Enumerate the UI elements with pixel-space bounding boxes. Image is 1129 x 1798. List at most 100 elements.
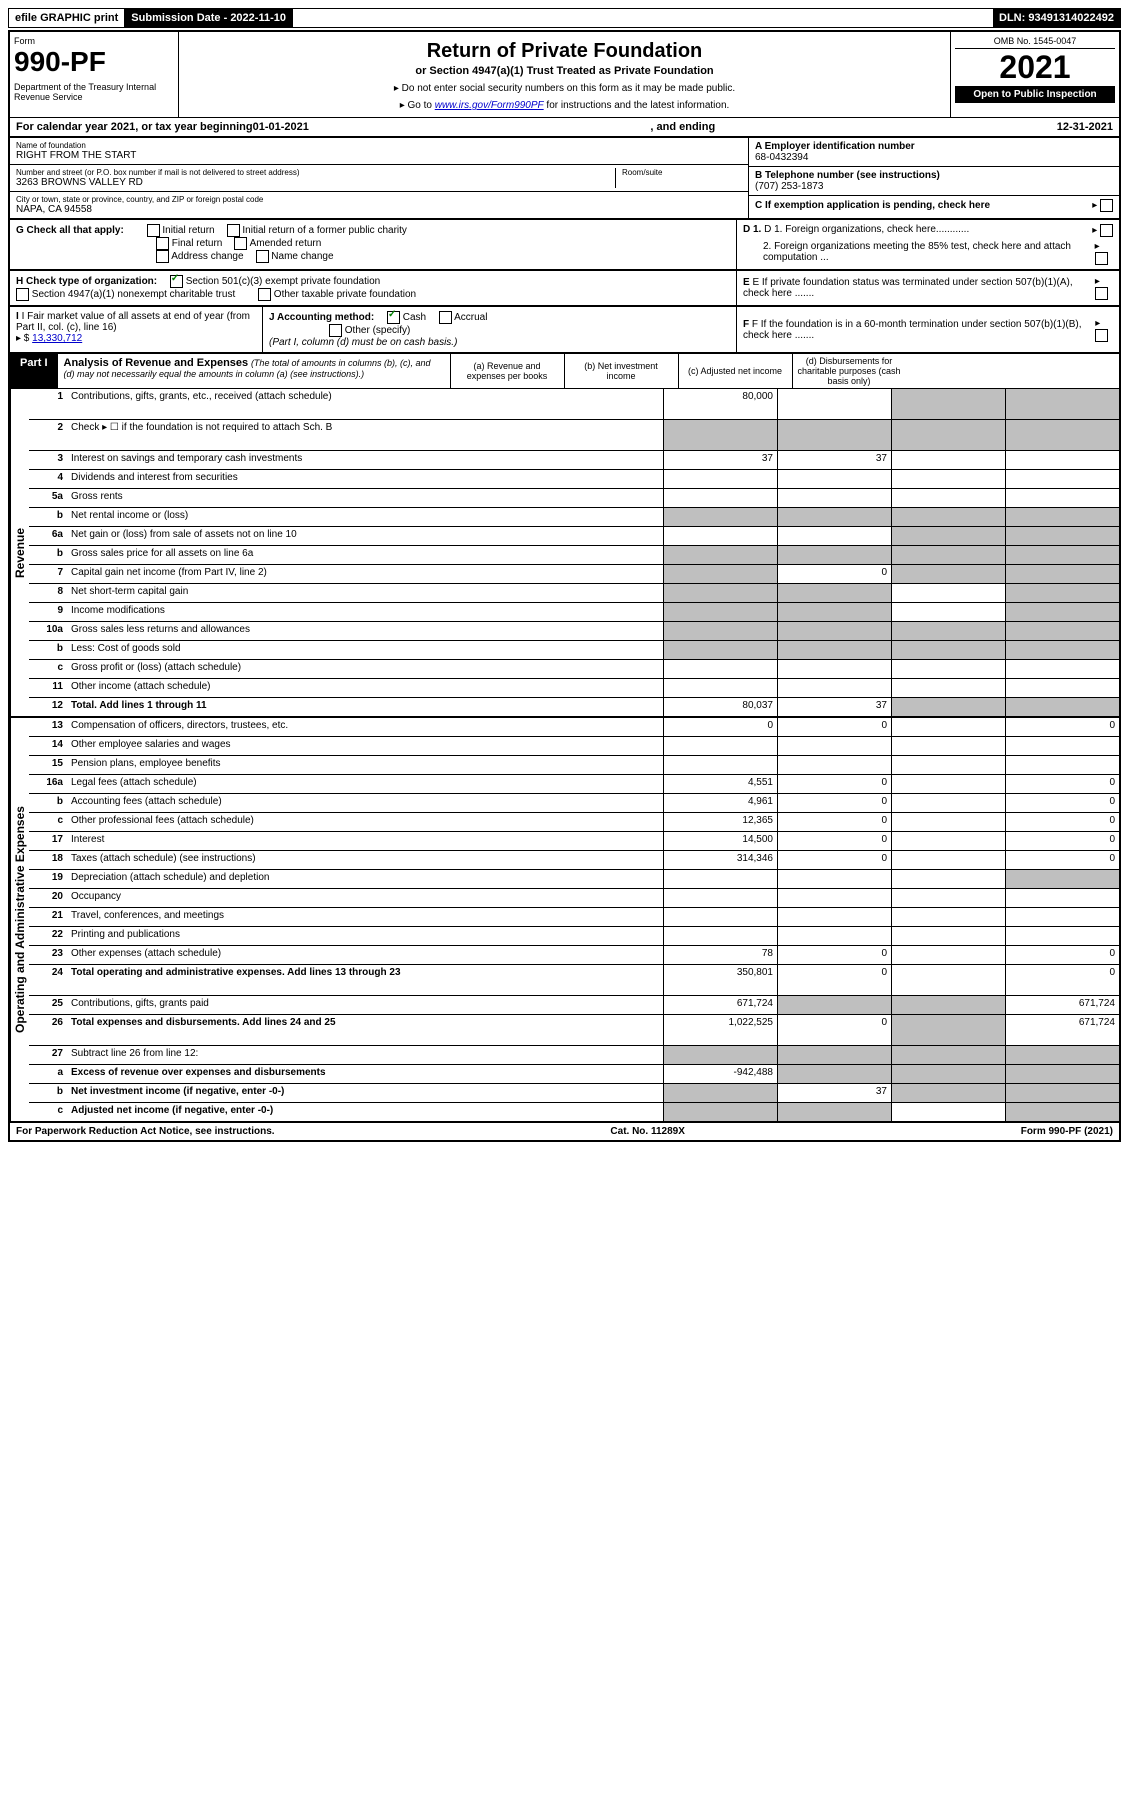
efile-label[interactable]: efile GRAPHIC print <box>9 9 125 27</box>
line-desc: Travel, conferences, and meetings <box>67 908 663 926</box>
col-a <box>663 889 777 907</box>
instr-2: ▸ Go to www.irs.gov/Form990PF for instru… <box>185 100 944 111</box>
line-num: 25 <box>29 996 67 1014</box>
col-c <box>891 889 1005 907</box>
col-d <box>1005 389 1119 419</box>
col-d <box>1005 908 1119 926</box>
col-d <box>1005 698 1119 716</box>
line-16c: cOther professional fees (attach schedul… <box>29 813 1119 832</box>
g-name-change[interactable] <box>256 250 269 263</box>
expenses-label: Operating and Administrative Expenses <box>10 718 29 1121</box>
col-c <box>891 775 1005 793</box>
g-amended-return[interactable] <box>234 237 247 250</box>
line-desc: Adjusted net income (if negative, enter … <box>67 1103 663 1121</box>
j-other-checkbox[interactable] <box>329 324 342 337</box>
col-b <box>777 908 891 926</box>
fmv-value[interactable]: 13,330,712 <box>32 333 82 344</box>
col-c <box>891 527 1005 545</box>
line-desc: Net rental income or (loss) <box>67 508 663 526</box>
line-num: b <box>29 508 67 526</box>
line-desc: Interest on savings and temporary cash i… <box>67 451 663 469</box>
col-c <box>891 603 1005 621</box>
col-b: 0 <box>777 832 891 850</box>
col-d <box>1005 451 1119 469</box>
col-b: 0 <box>777 775 891 793</box>
top-bar: efile GRAPHIC print Submission Date - 20… <box>8 8 1121 28</box>
form-title: Return of Private Foundation <box>185 40 944 63</box>
g-d-section: G Check all that apply: Initial return I… <box>8 218 1121 269</box>
j-cash-checkbox[interactable] <box>387 311 400 324</box>
line-num: 26 <box>29 1015 67 1045</box>
e-checkbox[interactable] <box>1095 287 1108 300</box>
city-cell: City or town, state or province, country… <box>10 192 748 218</box>
col-c <box>891 813 1005 831</box>
col-d <box>1005 565 1119 583</box>
f-checkbox[interactable] <box>1095 329 1108 342</box>
col-d <box>1005 1065 1119 1083</box>
h-501c3-checkbox[interactable] <box>170 275 183 288</box>
line-num: 14 <box>29 737 67 755</box>
dln: DLN: 93491314022492 <box>993 9 1120 27</box>
line-desc: Taxes (attach schedule) (see instruction… <box>67 851 663 869</box>
line-14: 14Other employee salaries and wages <box>29 737 1119 756</box>
col-c <box>891 489 1005 507</box>
col-d <box>1005 756 1119 774</box>
g-initial-return[interactable] <box>147 224 160 237</box>
line-23: 23Other expenses (attach schedule)7800 <box>29 946 1119 965</box>
open-to-public: Open to Public Inspection <box>955 86 1115 103</box>
col-d <box>1005 660 1119 678</box>
j-accrual-checkbox[interactable] <box>439 311 452 324</box>
col-c <box>891 1065 1005 1083</box>
g-initial-former-public[interactable] <box>227 224 240 237</box>
g-final-return[interactable] <box>156 237 169 250</box>
line-8: 8Net short-term capital gain <box>29 584 1119 603</box>
info-grid: Name of foundation RIGHT FROM THE START … <box>8 136 1121 218</box>
form-subtitle: or Section 4947(a)(1) Trust Treated as P… <box>185 65 944 77</box>
paperwork-notice: For Paperwork Reduction Act Notice, see … <box>16 1126 275 1137</box>
col-d <box>1005 508 1119 526</box>
col-b <box>777 660 891 678</box>
dept-label: Department of the Treasury Internal Reve… <box>14 82 174 102</box>
line-num: 5a <box>29 489 67 507</box>
line-num: 19 <box>29 870 67 888</box>
line-27a: aExcess of revenue over expenses and dis… <box>29 1065 1119 1084</box>
col-b <box>777 546 891 564</box>
col-b <box>777 641 891 659</box>
col-d <box>1005 889 1119 907</box>
line-num: 1 <box>29 389 67 419</box>
line-num: c <box>29 660 67 678</box>
line-num: 11 <box>29 679 67 697</box>
i-j-f-section: I I Fair market value of all assets at e… <box>8 305 1121 352</box>
col-c <box>891 660 1005 678</box>
h-4947-checkbox[interactable] <box>16 288 29 301</box>
line-13: 13Compensation of officers, directors, t… <box>29 718 1119 737</box>
d2-checkbox[interactable] <box>1095 252 1108 265</box>
line-num: 12 <box>29 698 67 716</box>
col-d: 0 <box>1005 813 1119 831</box>
h-other-taxable[interactable] <box>258 288 271 301</box>
spacer <box>293 9 993 27</box>
line-desc: Interest <box>67 832 663 850</box>
line-num: 10a <box>29 622 67 640</box>
col-c <box>891 679 1005 697</box>
col-b <box>777 1065 891 1083</box>
address-cell: Number and street (or P.O. box number if… <box>10 165 748 192</box>
col-c <box>891 420 1005 450</box>
footer-row: For Paperwork Reduction Act Notice, see … <box>8 1123 1121 1142</box>
line-num: 9 <box>29 603 67 621</box>
line-desc: Gross sales price for all assets on line… <box>67 546 663 564</box>
line-num: a <box>29 1065 67 1083</box>
col-b <box>777 1046 891 1064</box>
line-num: b <box>29 1084 67 1102</box>
d1-checkbox[interactable] <box>1100 224 1113 237</box>
g-address-change[interactable] <box>156 250 169 263</box>
expenses-table: Operating and Administrative Expenses 13… <box>8 718 1121 1123</box>
col-a <box>663 622 777 640</box>
c-checkbox[interactable] <box>1100 199 1113 212</box>
col-a: 0 <box>663 718 777 736</box>
col-c <box>891 584 1005 602</box>
irs-link[interactable]: www.irs.gov/Form990PF <box>435 100 544 111</box>
h-e-section: H Check type of organization: Section 50… <box>8 269 1121 305</box>
line-desc: Other income (attach schedule) <box>67 679 663 697</box>
col-b: 0 <box>777 965 891 995</box>
